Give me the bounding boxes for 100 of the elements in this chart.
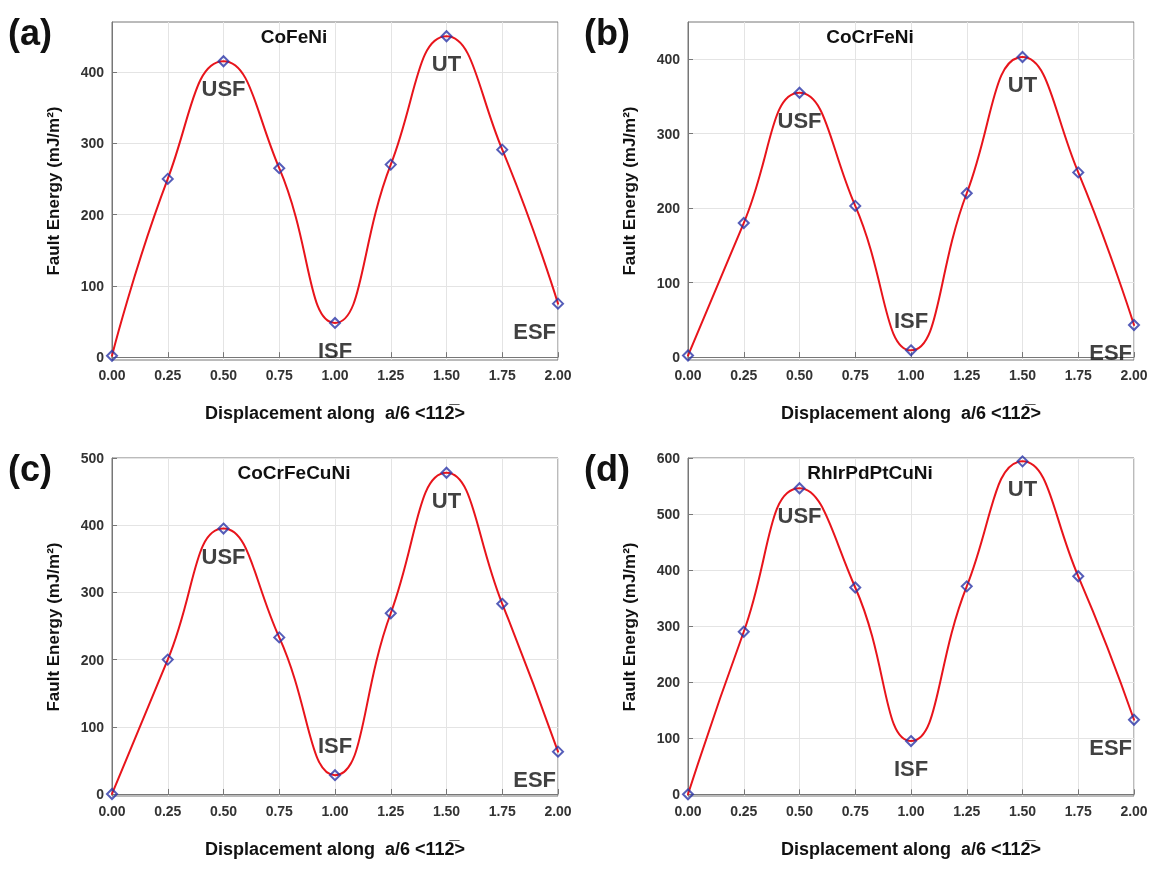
point — [161, 172, 174, 185]
point — [273, 162, 286, 175]
y-tick-label: 400 — [656, 51, 681, 68]
point — [1128, 319, 1140, 332]
y-tick-label: 600 — [656, 450, 681, 466]
point — [329, 769, 341, 782]
annotation: ESF — [513, 318, 556, 344]
annotation: UT — [431, 487, 462, 513]
x-tick-label: 1.50 — [432, 367, 461, 383]
y-axis-title: Fault Energy (mJ/m²) — [620, 542, 639, 712]
annotation: ISF — [317, 733, 353, 759]
point — [905, 735, 917, 748]
y-tick-label: 300 — [80, 135, 105, 152]
point — [905, 344, 917, 357]
x-tick-label: 2.00 — [1120, 803, 1148, 819]
annotation: USF — [777, 503, 822, 529]
annotation: USF — [201, 76, 246, 102]
point — [106, 349, 118, 362]
y-tick-label: 500 — [80, 450, 105, 466]
y-tick-label: 400 — [80, 517, 105, 534]
annotation: ISF — [317, 337, 353, 363]
point — [552, 745, 564, 758]
point — [1016, 50, 1029, 63]
y-axis-title: Fault Energy (mJ/m²) — [620, 106, 639, 276]
point — [106, 787, 118, 800]
y-tick-label: 300 — [656, 618, 681, 635]
x-tick-label: 2.00 — [544, 367, 572, 383]
point — [384, 158, 397, 171]
y-tick-label: 100 — [80, 718, 105, 735]
annotation: USF — [201, 543, 246, 569]
y-tick-label: 0 — [96, 349, 105, 366]
x-tick-label: 1.25 — [377, 367, 405, 383]
point — [1072, 570, 1085, 583]
x-tick-label: 1.50 — [1008, 367, 1037, 383]
point — [384, 607, 397, 620]
x-tick-label: 1.00 — [897, 803, 925, 819]
annotation: USF — [777, 107, 822, 133]
x-tick-label: 0.25 — [154, 803, 182, 819]
x-tick-label: 0.25 — [730, 367, 758, 383]
x-tick-label: 1.75 — [488, 803, 517, 819]
x-tick-label: 0.00 — [674, 803, 702, 819]
point — [960, 580, 973, 593]
chart-title: RhIrPdPtCuNi — [807, 462, 933, 483]
y-tick-label: 0 — [96, 785, 105, 802]
text: (c) — [8, 447, 52, 489]
point — [217, 55, 230, 68]
y-axis-title: Fault Energy (mJ/m²) — [44, 106, 63, 276]
point — [440, 30, 453, 43]
x-tick-label: 2.00 — [1120, 367, 1148, 383]
x-tick-label: 0.75 — [841, 803, 870, 819]
x-tick-label: 0.50 — [209, 367, 238, 383]
text: (b) — [584, 11, 630, 53]
x-tick-label: 1.25 — [377, 803, 405, 819]
x-tick-label: 1.00 — [321, 803, 349, 819]
y-tick-label: 100 — [656, 730, 681, 747]
x-tick-label: 1.50 — [1008, 803, 1037, 819]
x-axis-title: Displacement along a/6 <112̅> — [204, 403, 466, 423]
annotation: UT — [1007, 476, 1038, 502]
x-tick-label: 0.50 — [785, 367, 814, 383]
y-tick-label: 0 — [672, 786, 681, 803]
point — [737, 625, 750, 638]
point — [737, 217, 750, 230]
point — [682, 788, 694, 801]
point — [849, 199, 862, 212]
point — [273, 631, 286, 644]
chart-title: CoFeNi — [260, 26, 328, 47]
point — [440, 466, 453, 479]
x-tick-label: 0.00 — [98, 803, 126, 819]
point — [1128, 713, 1140, 726]
x-tick-label: 1.75 — [1064, 803, 1093, 819]
y-tick-label: 200 — [656, 674, 681, 691]
y-axis-title: Fault Energy (mJ/m²) — [44, 542, 63, 712]
annotation: ESF — [513, 766, 556, 792]
y-tick-label: 400 — [656, 562, 681, 579]
y-tick-label: 200 — [80, 206, 105, 223]
x-tick-label: 0.25 — [154, 367, 182, 383]
y-tick-label: 100 — [656, 274, 681, 291]
y-tick-label: 300 — [80, 584, 105, 601]
x-tick-label: 1.00 — [321, 367, 349, 383]
point — [682, 349, 694, 362]
point — [960, 187, 973, 200]
point — [161, 653, 174, 666]
x-tick-label: 1.75 — [1064, 367, 1093, 383]
x-tick-label: 0.50 — [785, 803, 814, 819]
y-tick-label: 500 — [656, 506, 681, 523]
annotation: ISF — [893, 756, 929, 782]
chart-title: CoCrFeNi — [826, 26, 914, 47]
text: (a) — [8, 11, 52, 53]
x-axis-title: Displacement along a/6 <112̅> — [780, 403, 1042, 423]
x-tick-label: 1.50 — [432, 803, 461, 819]
point — [793, 86, 806, 99]
y-tick-label: 400 — [80, 63, 105, 80]
x-tick-label: 1.25 — [953, 367, 981, 383]
x-axis-title: Displacement along a/6 <112̅> — [780, 839, 1042, 859]
annotation: UT — [1007, 71, 1038, 97]
point — [849, 581, 862, 594]
y-tick-label: 0 — [672, 349, 681, 366]
x-tick-label: 1.75 — [488, 367, 517, 383]
annotation: UT — [431, 51, 462, 77]
point — [496, 597, 509, 610]
